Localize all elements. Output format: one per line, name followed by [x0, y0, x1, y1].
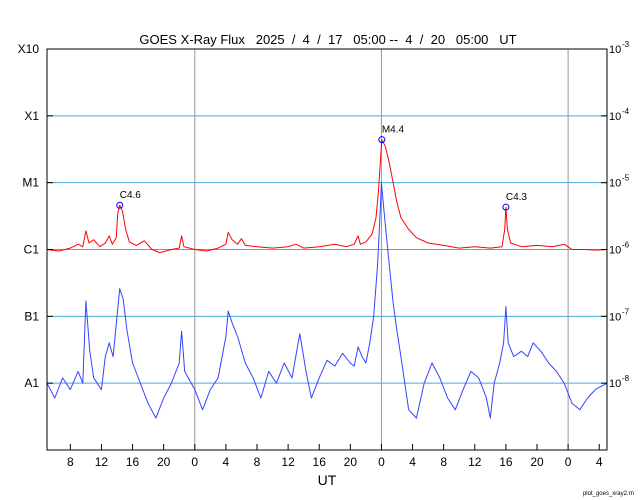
right-axis-label-exponent: -7 — [622, 307, 630, 316]
x-tick-label: 20 — [157, 455, 171, 469]
flux-gridlines — [47, 115, 607, 384]
right-axis-label: 10 — [609, 44, 621, 56]
right-axis-label: 10 — [609, 311, 621, 323]
x-tick-label: 8 — [67, 455, 74, 469]
x-axis-tick-labels: 8 12 16 20 0 4 8 12 16 20 0 4 8 12 16 20 0 4 — [67, 455, 603, 469]
x-tick-label: 16 — [126, 455, 140, 469]
short-channel-flux-line — [46, 182, 608, 419]
right-axis-label: 10 — [609, 111, 621, 123]
right-axis-label: 10 — [609, 245, 621, 257]
right-axis-label: 10 — [609, 378, 621, 390]
x-tick-label: 8 — [254, 455, 261, 469]
flare-peak-marker — [116, 201, 124, 209]
x-tick-label: 12 — [468, 455, 482, 469]
right-axis-label: 10 — [609, 178, 621, 190]
x-tick-label: 4 — [409, 455, 416, 469]
x-tick-label: 12 — [281, 455, 295, 469]
flux-series-group — [46, 139, 608, 419]
left-axis-label: B1 — [24, 309, 39, 323]
chart-title: GOES X-Ray Flux 2025 / 4 / 17 05:00 -- 4… — [139, 32, 516, 47]
x-axis-label: UT — [318, 472, 337, 488]
flare-peak-marker — [378, 136, 386, 144]
x-tick-label: 4 — [223, 455, 230, 469]
left-axis-label: M1 — [22, 176, 39, 190]
flare-class-label: C4.6 — [120, 190, 142, 201]
left-axis-label: A1 — [24, 376, 39, 390]
flare-annotations: C4.6 M4.4 C4.3 — [116, 125, 528, 211]
x-tick-label: 8 — [440, 455, 447, 469]
axis-ticks — [47, 48, 607, 450]
x-tick-label: 4 — [596, 455, 603, 469]
x-tick-label: 16 — [499, 455, 513, 469]
right-axis-label-exponent: -8 — [622, 374, 630, 383]
x-tick-label: 0 — [378, 455, 385, 469]
x-tick-label: 0 — [191, 455, 198, 469]
flare-peak-marker — [502, 203, 510, 211]
flare-class-label: C4.3 — [506, 192, 528, 203]
right-axis-label-exponent: -5 — [622, 174, 630, 183]
right-axis-label-exponent: -4 — [622, 107, 630, 116]
plot-credit: plot_goes_xray2.rn — [582, 491, 634, 497]
left-axis-labels: X10 X1 M1 C1 B1 A1 — [18, 42, 40, 390]
left-axis-label: C1 — [24, 243, 40, 257]
flare-class-label: M4.4 — [382, 125, 405, 136]
long-channel-flux-line — [46, 139, 608, 254]
x-tick-label: 20 — [530, 455, 544, 469]
x-tick-label: 0 — [565, 455, 572, 469]
left-axis-label: X10 — [18, 42, 40, 56]
right-axis-label-exponent: -6 — [622, 241, 630, 250]
right-axis-label-exponent: -3 — [622, 40, 630, 49]
x-tick-label: 20 — [344, 455, 358, 469]
x-tick-label: 12 — [95, 455, 109, 469]
right-axis-labels: 10-310-410-510-610-710-8 — [609, 40, 630, 390]
left-axis-label: X1 — [24, 109, 39, 123]
x-tick-label: 16 — [313, 455, 327, 469]
